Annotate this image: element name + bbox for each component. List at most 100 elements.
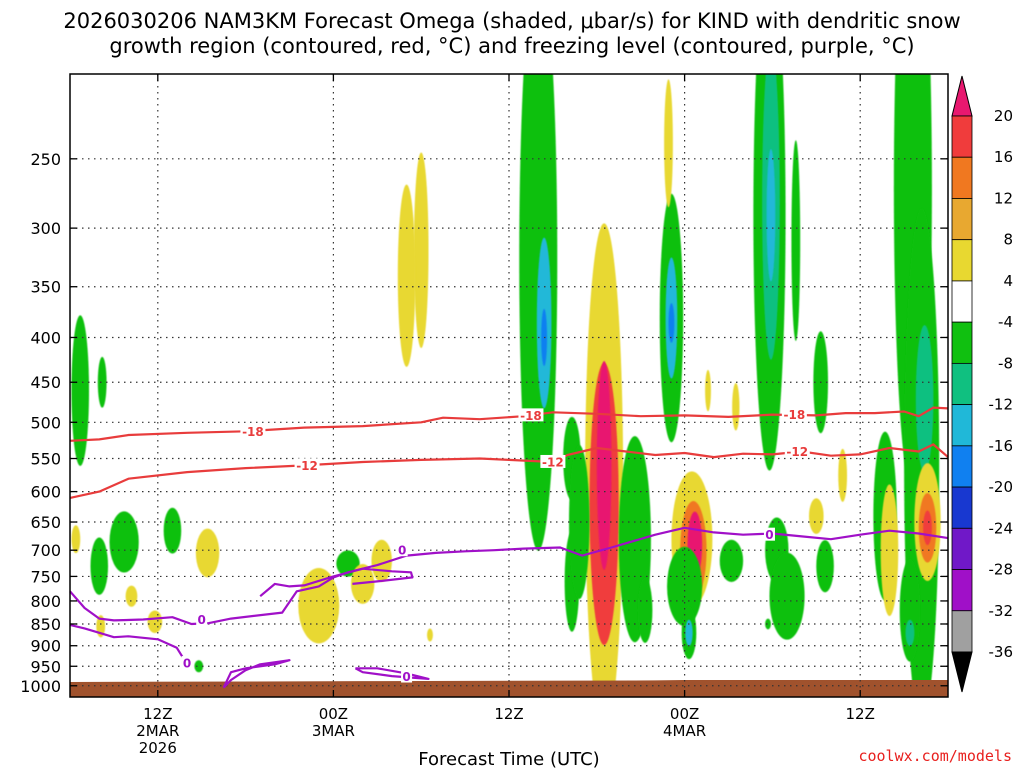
temperature-contours: -18 -18 -18 -12 -12 -12 0 0 0 0 0 xyxy=(69,406,949,689)
chart-title-line-2: growth region (contoured, red, °C) and f… xyxy=(109,34,914,58)
contour-label-freezing-main-1: 0 xyxy=(198,613,206,627)
x-tick-label-6-3: 2026 xyxy=(139,739,177,757)
x-tick-label-18-2: 3MAR xyxy=(312,722,355,740)
watermark-text: coolwx.com/models xyxy=(858,747,1012,765)
contour-label-bg xyxy=(401,669,413,683)
colorbar-bin-11 xyxy=(951,527,973,570)
colorbar-label-1: 20 xyxy=(994,107,1013,125)
colorbar-bin-1 xyxy=(951,115,973,158)
contour-label-freezing-lower-left-1: 0 xyxy=(183,657,191,671)
contour-label-dgz-minus12-3: -12 xyxy=(786,445,808,459)
colorbar-bin-10 xyxy=(951,486,973,529)
omega-cell-26 xyxy=(596,361,612,570)
x-tick-label-18-1: 00Z xyxy=(319,705,348,723)
y-tick-label-300: 300 xyxy=(30,219,61,238)
colorbar-bin-8 xyxy=(951,404,973,447)
colorbar-label-13: -32 xyxy=(989,602,1014,620)
x-tick-label-42-1: 00Z xyxy=(670,705,699,723)
contour-label-freezing-main-2: 0 xyxy=(398,544,406,558)
omega-cell-52 xyxy=(765,618,771,630)
omega-cell-18 xyxy=(397,184,416,367)
colorbar-label-7: -8 xyxy=(998,354,1013,372)
x-tick-label-54-1: 12Z xyxy=(846,705,875,723)
omega-cell-51 xyxy=(769,552,805,640)
omega-cell-3 xyxy=(71,525,81,554)
colorbar-bin-13 xyxy=(951,610,973,653)
contour-line-freezing-main xyxy=(69,526,949,626)
omega-cell-4 xyxy=(90,537,109,595)
omega-cell-32 xyxy=(668,303,675,343)
y-tick-label-950: 950 xyxy=(30,657,61,676)
colorbar-label-14: -36 xyxy=(989,643,1014,661)
y-tick-label-550: 550 xyxy=(30,450,61,469)
contour-label-dgz-minus18-3: -18 xyxy=(784,408,806,422)
contour-label-dgz-minus12-1: -12 xyxy=(296,459,318,473)
omega-cell-63 xyxy=(905,619,915,646)
y-tick-label-400: 400 xyxy=(30,328,61,347)
y-tick-label-500: 500 xyxy=(30,413,61,432)
omega-cell-55 xyxy=(880,484,899,617)
contour-label-bg xyxy=(181,656,193,670)
contour-label-bg xyxy=(781,407,807,421)
contour-line-dgz-minus12 xyxy=(69,443,949,499)
y-tick-label-800: 800 xyxy=(30,592,61,611)
omega-cell-45 xyxy=(732,382,740,431)
colorbar-bin-2 xyxy=(951,156,973,199)
omega-cell-27 xyxy=(568,444,590,600)
contour-label-freezing-loop-b-1: 0 xyxy=(402,670,410,684)
omega-cell-2 xyxy=(97,356,107,408)
colorbar-label-9: -16 xyxy=(989,437,1014,455)
y-tick-label-650: 650 xyxy=(30,513,61,532)
colorbar-bin-6 xyxy=(951,321,973,364)
contour-line-freezing-lower-middle xyxy=(259,567,414,598)
colorbar-label-2: 16 xyxy=(994,148,1013,166)
omega-cell-46 xyxy=(791,140,801,341)
contour-label-dgz-minus12-2: -12 xyxy=(542,455,564,469)
y-tick-label-450: 450 xyxy=(30,373,61,392)
contour-line-freezing-loop-b xyxy=(354,667,430,680)
omega-cell-39 xyxy=(685,619,693,646)
chart-title-line-1: 2026030206 NAM3KM Forecast Omega (shaded… xyxy=(63,9,960,33)
y-tick-label-850: 850 xyxy=(30,615,61,634)
contour-label-dgz-minus18-2: -18 xyxy=(520,409,542,423)
colorbar: 20 16 12 8 4 -4 -8 -12 -16 -20 -24 -28 -32 -36 xyxy=(951,75,1014,693)
omega-cell-17 xyxy=(413,152,429,348)
colorbar-label-12: -28 xyxy=(989,561,1014,579)
contour-label-dgz-minus18-1: -18 xyxy=(242,425,264,439)
colorbar-bin-3 xyxy=(951,198,973,241)
omega-cell-41 xyxy=(719,539,744,583)
x-tick-label-42-2: 4MAR xyxy=(663,722,706,740)
colorbar-label-3: 12 xyxy=(994,189,1013,207)
omega-cell-33 xyxy=(664,79,673,208)
omega-cell-6 xyxy=(163,507,182,554)
x-tick-label-6-2: 2MAR xyxy=(136,722,179,740)
y-tick-label-250: 250 xyxy=(30,150,61,169)
y-axis: 250 300 350 400 450 500 550 600 650 700 750 800 850 9… xyxy=(20,150,948,696)
contour-line-freezing-loop-a xyxy=(222,659,291,689)
contour-label-bg xyxy=(240,424,266,438)
ground-terrain xyxy=(70,680,948,697)
omega-cell-62 xyxy=(899,559,921,662)
omega-cell-29 xyxy=(637,577,653,643)
colorbar-bin-5 xyxy=(951,280,973,323)
omega-cell-40 xyxy=(705,369,711,412)
omega-cell-11 xyxy=(194,660,204,673)
contour-label-bg xyxy=(763,527,775,541)
omega-cell-8 xyxy=(125,585,138,607)
contour-label-bg xyxy=(518,408,544,422)
colorbar-label-6: -4 xyxy=(998,313,1013,331)
y-tick-label-700: 700 xyxy=(30,541,61,560)
colorbar-bin-12 xyxy=(951,569,973,612)
omega-cell-53 xyxy=(838,448,848,502)
omega-cell-37 xyxy=(667,546,703,627)
omega-cell-50 xyxy=(808,498,824,534)
colorbar-bin-9 xyxy=(951,445,973,488)
colorbar-label-10: -20 xyxy=(989,478,1014,496)
colorbar-label-4: 8 xyxy=(1003,231,1013,249)
x-tick-label-6-1: 12Z xyxy=(143,705,172,723)
contour-label-bg xyxy=(196,612,208,626)
omega-cell-1 xyxy=(71,315,90,466)
y-tick-label-750: 750 xyxy=(30,567,61,586)
